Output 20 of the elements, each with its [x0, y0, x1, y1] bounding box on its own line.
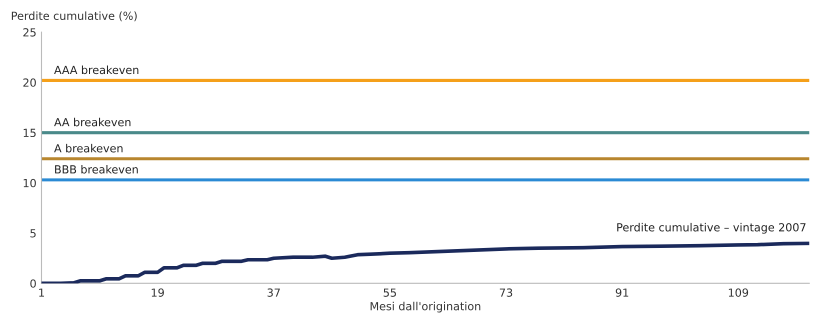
x-tick-label: 55 — [384, 288, 396, 297]
y-tick-label: 5 — [30, 229, 36, 238]
x-tick-label: 73 — [500, 288, 512, 297]
x-tick-label: 19 — [152, 288, 164, 297]
x-axis-title: Mesi dall'origination — [370, 302, 480, 313]
ref-line-label: AAA breakeven — [54, 66, 138, 74]
y-tick-label: 25 — [23, 28, 36, 37]
ref-line-label: AA breakeven — [54, 118, 130, 126]
y-tick-label: 20 — [23, 78, 36, 87]
x-tick-label: 109 — [728, 288, 748, 297]
ref-line-label: A breakeven — [54, 144, 123, 152]
y-tick-label: 10 — [24, 178, 36, 188]
y-tick-label: 0 — [30, 279, 36, 288]
x-tick-label: 1 — [39, 288, 44, 297]
x-tick-label: 37 — [268, 288, 280, 297]
x-tick-label: 91 — [616, 288, 628, 297]
series-label: Perdite cumulative – vintage 2007 — [617, 222, 806, 234]
y-axis-title: Perdite cumulative (%) — [12, 11, 137, 22]
ref-line-label: BBB breakeven — [55, 164, 138, 174]
y-tick-label: 15 — [24, 128, 36, 138]
